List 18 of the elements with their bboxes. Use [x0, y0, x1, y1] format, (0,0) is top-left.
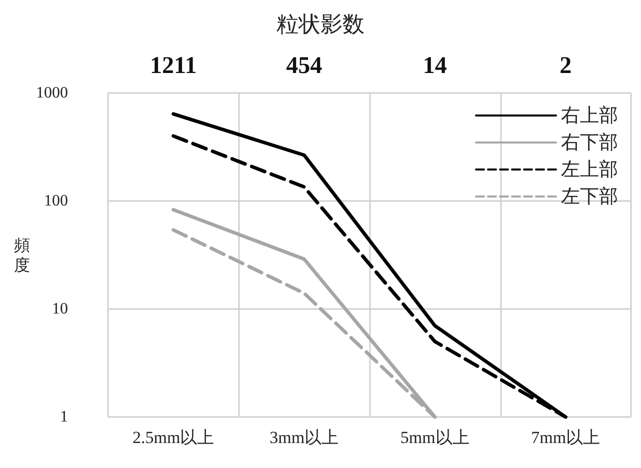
- y-axis-title: 頻度: [14, 236, 30, 274]
- y-tick-label: 1000: [36, 84, 68, 102]
- x-tick-label: 5mm以上: [400, 428, 470, 447]
- x2-axis-title: 粒状影数: [276, 12, 364, 38]
- x-tick-label: 7mm以上: [531, 428, 600, 447]
- x-tick-label: 3mm以上: [270, 428, 339, 447]
- legend-label: 右下部: [561, 132, 618, 154]
- y-tick-label: 10: [52, 300, 68, 318]
- x-tick-label: 2.5mm以上: [132, 428, 214, 447]
- text: 1211: [150, 53, 197, 79]
- y-tick-label: 1: [60, 408, 68, 426]
- text: 454: [286, 53, 322, 79]
- y-tick-label: 100: [44, 192, 68, 210]
- text: 2: [560, 53, 572, 79]
- legend-label: 左下部: [561, 186, 618, 208]
- legend-label: 右上部: [561, 104, 618, 126]
- text: 14: [422, 53, 447, 79]
- legend-label: 左上部: [561, 158, 618, 180]
